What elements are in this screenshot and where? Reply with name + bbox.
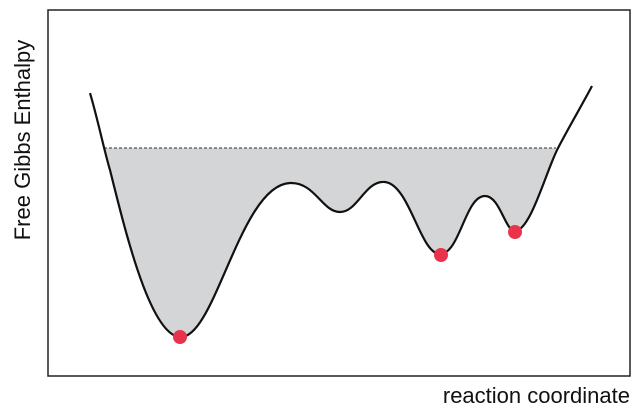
frame [47, 9, 631, 377]
minimum-dot [434, 248, 448, 262]
x-axis-label: reaction coordinate [443, 383, 630, 408]
minimum-dot [508, 225, 522, 239]
energy-curve [88, 85, 593, 339]
filled-basin [104, 148, 556, 338]
y-axis-label: Free Gibbs Enthalpy [10, 40, 35, 241]
minimum-dot [173, 330, 187, 344]
